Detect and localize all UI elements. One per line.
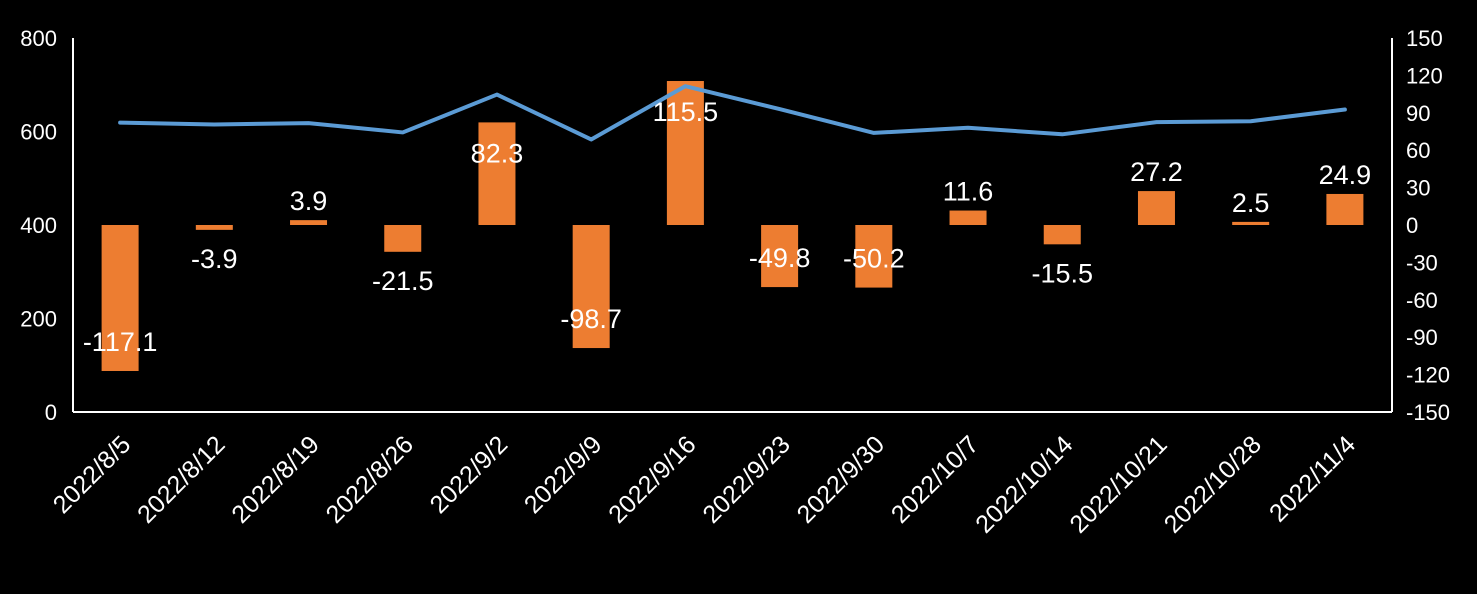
x-tick-label: 2022/8/12 (132, 430, 230, 528)
x-tick-label: 2022/9/16 (603, 430, 701, 528)
bar-data-label: 82.3 (471, 138, 524, 168)
y-right-tick-label: 60 (1406, 138, 1430, 163)
bar-data-label: 24.9 (1319, 160, 1372, 190)
x-tick-label: 2022/9/30 (792, 430, 890, 528)
y-right-tick-label: 30 (1406, 176, 1430, 201)
bar-data-label: 11.6 (943, 177, 994, 207)
bar-data-label: -117.1 (83, 327, 158, 357)
y-right-tick-label: 150 (1406, 26, 1443, 51)
y-right-tick-label: -60 (1406, 288, 1438, 313)
y-right-tick-label: -150 (1406, 400, 1450, 425)
y-right-tick-label: 0 (1406, 213, 1418, 238)
series-line (118, 84, 1347, 142)
bar (1326, 193, 1364, 225)
x-tick-label: 2022/10/28 (1159, 430, 1267, 538)
bar-data-label: -98.7 (560, 304, 622, 334)
bar-data-label: 115.5 (653, 97, 719, 127)
y-left-tick-label: 400 (20, 213, 57, 238)
bar (855, 225, 893, 288)
bar (290, 220, 328, 225)
x-tick-label: 2022/10/21 (1064, 430, 1172, 538)
bar-data-label: -49.8 (749, 243, 811, 273)
x-tick-label: 2022/9/23 (697, 430, 795, 528)
x-tick-label: 2022/10/7 (886, 430, 984, 528)
bar (478, 122, 516, 225)
x-tick-label: 2022/10/14 (970, 430, 1078, 538)
bar-data-label: -50.2 (843, 244, 905, 274)
y-right-tick-label: 90 (1406, 101, 1430, 126)
x-tick-label: 2022/11/4 (1264, 430, 1361, 527)
y-right-tick-label: 120 (1406, 63, 1443, 88)
bar-data-label: -15.5 (1031, 258, 1093, 288)
x-tick-label: 2022/9/2 (425, 430, 514, 519)
x-tick-label: 2022/8/5 (48, 430, 137, 519)
bar (761, 225, 799, 288)
bar-data-label: 27.2 (1130, 157, 1183, 187)
x-tick-label: 2022/9/9 (519, 430, 608, 519)
bar (949, 210, 987, 225)
bar (384, 225, 422, 252)
y-right-tick-label: -90 (1406, 325, 1438, 350)
bar-data-label: -3.9 (191, 244, 238, 274)
bar (666, 81, 704, 225)
x-tick-label: 2022/8/26 (321, 430, 419, 528)
bar-data-label: -21.5 (372, 266, 434, 296)
y-left-tick-label: 200 (20, 307, 57, 332)
bar (1137, 191, 1175, 225)
plot-area: 0 200 400 600 800 -150 -120 -90 -60 -30 0 30 60 90 120… (20, 26, 1450, 539)
x-tick-label: 2022/8/19 (226, 430, 324, 528)
y-left-tick-label: 800 (20, 26, 57, 51)
bar (1232, 221, 1270, 225)
bar (1043, 225, 1081, 245)
bar-data-label: 2.5 (1232, 188, 1270, 218)
bar-data-label: 3.9 (290, 186, 328, 216)
bar (101, 225, 139, 371)
y-left-tick-label: 600 (20, 120, 57, 145)
bar (572, 225, 610, 349)
y-right-tick-label: -30 (1406, 250, 1438, 275)
bar (195, 225, 233, 230)
y-left-tick-label: 0 (45, 400, 57, 425)
y-right-tick-label: -120 (1406, 363, 1450, 388)
